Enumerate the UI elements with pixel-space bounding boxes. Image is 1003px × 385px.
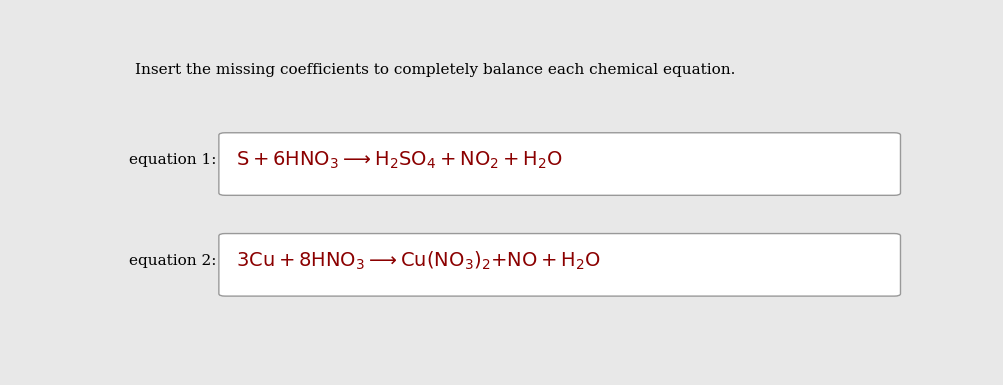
Text: Insert the missing coefficients to completely balance each chemical equation.: Insert the missing coefficients to compl… xyxy=(134,62,734,77)
Text: equation 1:: equation 1: xyxy=(129,153,217,167)
FancyBboxPatch shape xyxy=(219,133,900,195)
Text: $\mathrm{S + 6HNO_3 \longrightarrow H_2SO_4 + NO_2 + H_2O}$: $\mathrm{S + 6HNO_3 \longrightarrow H_2S… xyxy=(236,150,563,171)
Text: equation 2:: equation 2: xyxy=(129,254,217,268)
Text: $\mathrm{3Cu + 8HNO_3 \longrightarrow Cu(NO_3)_2{+}NO + H_2O}$: $\mathrm{3Cu + 8HNO_3 \longrightarrow Cu… xyxy=(236,250,600,272)
FancyBboxPatch shape xyxy=(219,234,900,296)
